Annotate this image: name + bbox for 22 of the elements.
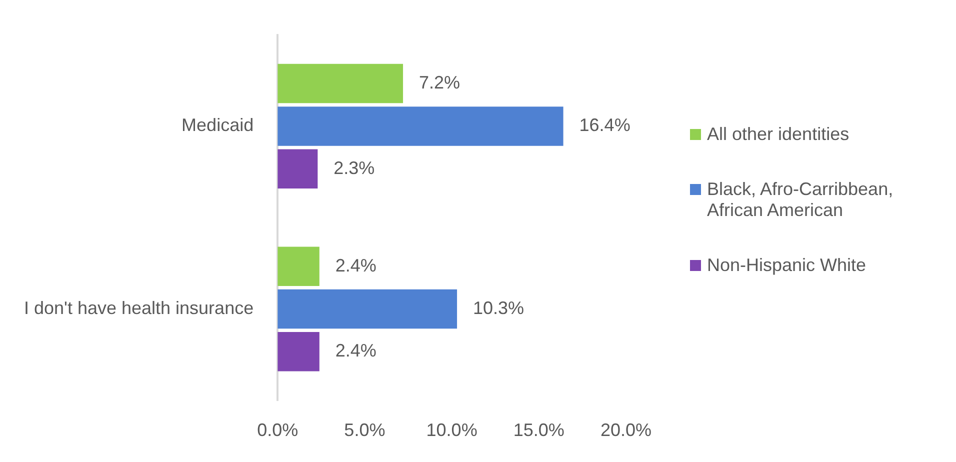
legend-label: All other identities <box>707 124 850 145</box>
x-tick-label: 0.0% <box>257 420 298 440</box>
x-tick-label: 20.0% <box>600 420 652 440</box>
legend-label: Black, Afro-Carribbean, African American <box>707 179 894 221</box>
bar <box>278 332 320 372</box>
text: 7.2% <box>419 72 460 93</box>
x-tick-label: 15.0% <box>513 420 564 440</box>
bar <box>278 106 564 146</box>
legend-label: Non-Hispanic White <box>707 255 866 276</box>
text: 2.4% <box>335 340 376 361</box>
bar <box>278 64 404 104</box>
text: 2.3% <box>334 158 375 178</box>
x-tick-label: 10.0% <box>426 420 478 440</box>
y-tick-label: Medicaid <box>182 115 254 136</box>
text: 16.4% <box>579 115 630 136</box>
bar <box>278 246 320 286</box>
bar <box>278 149 318 188</box>
x-tick-label: 5.0% <box>344 420 386 440</box>
text: 10.3% <box>473 298 524 318</box>
text: 2.4% <box>335 255 376 276</box>
y-tick-label: I don't have health insurance <box>24 298 254 318</box>
bar <box>278 289 458 329</box>
